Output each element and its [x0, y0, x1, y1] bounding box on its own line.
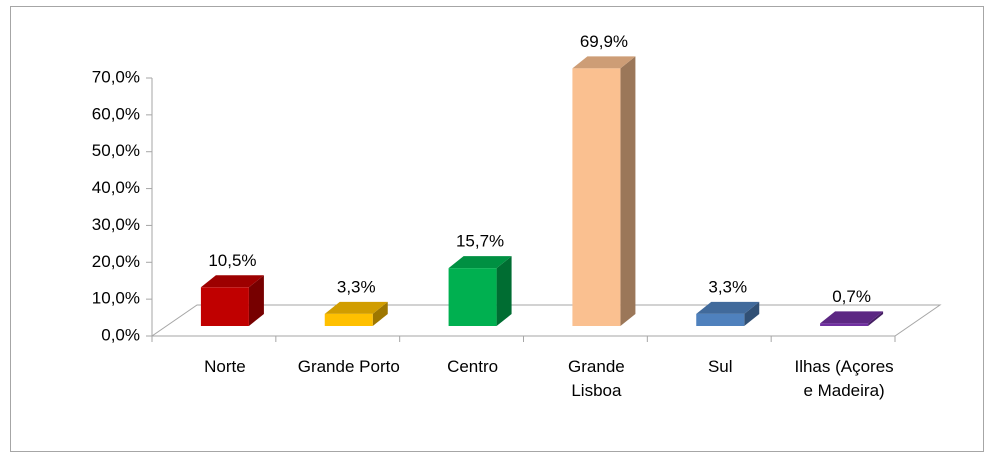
bar-front — [696, 313, 745, 326]
y-tick-label: 30,0% — [92, 215, 140, 234]
bar — [324, 301, 388, 326]
bar-side — [248, 275, 264, 326]
floor — [150, 304, 942, 337]
y-tick-label: 40,0% — [92, 178, 140, 197]
bar-front — [448, 268, 497, 326]
y-tick-label: 0,0% — [101, 325, 140, 344]
bar-top — [572, 56, 636, 69]
value-label: 3,3% — [337, 277, 376, 296]
bar-side — [372, 301, 388, 326]
bar-front — [820, 323, 869, 326]
x-tick-label: Norte — [204, 357, 246, 376]
value-label: 3,3% — [708, 277, 747, 296]
bar-side — [868, 311, 884, 326]
x-tick-label: Centro — [447, 357, 499, 376]
bar-top — [324, 301, 388, 314]
bar — [696, 301, 760, 326]
bar-front — [572, 68, 621, 327]
bar-front — [324, 313, 373, 326]
chart-border — [10, 6, 984, 452]
bar — [200, 275, 264, 326]
x-tick-label: Ilhas (Açores e Madeira) — [794, 357, 894, 400]
bar-top — [820, 311, 884, 324]
value-label: 10,5% — [208, 251, 256, 270]
y-tick-label: 60,0% — [92, 104, 140, 123]
bar — [572, 56, 636, 327]
bar — [448, 256, 512, 326]
x-tick-label: Grande Lisboa — [568, 357, 625, 400]
bar-top — [448, 256, 512, 269]
value-label: 69,9% — [580, 32, 628, 51]
x-tick-label: Sul — [707, 357, 733, 376]
y-tick-label: 50,0% — [92, 141, 140, 160]
bar-top — [200, 275, 264, 288]
y-tick-label: 10,0% — [92, 289, 140, 308]
bar-side — [744, 301, 760, 326]
y-tick-label: 20,0% — [92, 252, 140, 271]
bar-side — [620, 56, 636, 327]
bar — [820, 311, 884, 326]
bar-top — [696, 301, 760, 314]
bar-side — [496, 256, 512, 326]
x-tick-label: Grande Porto — [297, 357, 400, 376]
value-label: 0,7% — [832, 287, 871, 306]
value-label: 15,7% — [456, 232, 504, 251]
bar-front — [200, 287, 249, 326]
y-tick-label: 70,0% — [92, 67, 140, 86]
